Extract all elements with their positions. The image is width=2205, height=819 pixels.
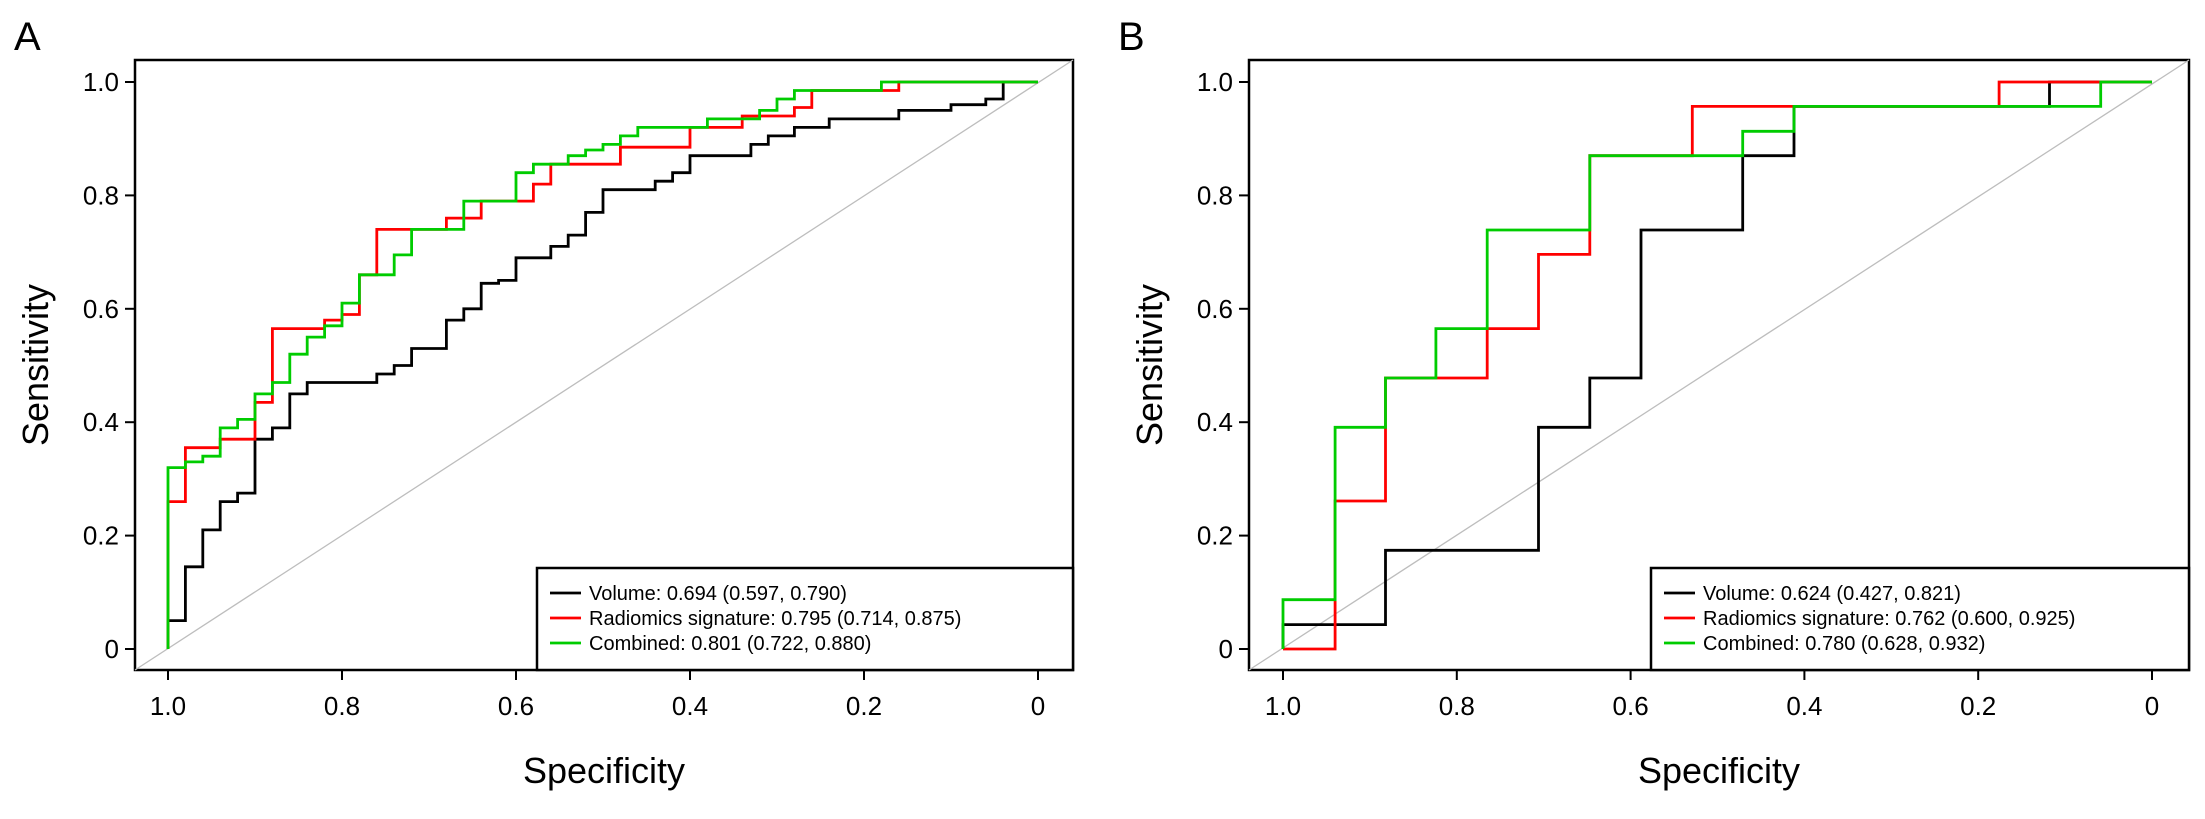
y-tick-label: 0.2 (83, 521, 119, 551)
legend: Volume: 0.694 (0.597, 0.790) Radiomics si… (535, 566, 1075, 672)
panel-label: B (1118, 15, 1145, 59)
y-tick-label: 0.4 (1197, 407, 1233, 437)
reference-diagonal (1248, 59, 2190, 671)
roc-curve (1281, 80, 2152, 649)
y-tick-label: 0.4 (83, 407, 119, 437)
y-tick-label: 0.6 (83, 294, 119, 324)
legend-entry: Radiomics signature: 0.762 (0.600, 0.925… (1703, 608, 2075, 630)
x-tick-label: 0.4 (1786, 691, 1822, 721)
x-tick-label: 0 (1031, 691, 1045, 721)
x-tick-label: 0.2 (1960, 691, 1996, 721)
legend-entry: Combined: 0.801 (0.722, 0.880) (589, 633, 871, 655)
roc-panel-a: A 1.0 0.8 0.6 0.4 0.2 0 0 0.2 0.4 0.6 0.8 1.0 Specifi… (14, 15, 1075, 791)
legend-entry: Volume: 0.624 (0.427, 0.821) (1703, 583, 1961, 605)
legend-box (535, 566, 1075, 672)
legend-box (1649, 566, 2191, 672)
legend-entry: Volume: 0.694 (0.597, 0.790) (589, 583, 847, 605)
y-tick-label: 1.0 (1197, 67, 1233, 97)
y-tick-label: 0.8 (83, 180, 119, 210)
y-axis-title: Sensitivity (1129, 284, 1170, 446)
x-tick-label: 0.8 (1439, 691, 1475, 721)
x-axis-title: Specificity (523, 750, 685, 791)
y-tick-label: 0 (105, 634, 119, 664)
legend-entry: Radiomics signature: 0.795 (0.714, 0.875… (589, 608, 961, 630)
y-axis-title: Sensitivity (15, 284, 56, 446)
roc-panel-b: B 1.0 0.8 0.6 0.4 0.2 0 0 0.2 0.4 0.6 0.8 1.0 Specifi… (1118, 15, 2191, 791)
panel-label: A (14, 15, 41, 59)
x-tick-label: 0.8 (324, 691, 360, 721)
roc-curve (166, 80, 1038, 649)
y-tick-label: 0.8 (1197, 180, 1233, 210)
legend-entry: Combined: 0.780 (0.628, 0.932) (1703, 633, 1985, 655)
roc-curve (166, 80, 1038, 649)
y-tick-label: 0.6 (1197, 294, 1233, 324)
x-tick-label: 1.0 (1265, 691, 1301, 721)
x-tick-label: 0.4 (672, 691, 708, 721)
y-tick-label: 0.2 (1197, 521, 1233, 551)
legend: Volume: 0.624 (0.427, 0.821) Radiomics si… (1649, 566, 2191, 672)
x-tick-label: 1.0 (150, 691, 186, 721)
y-tick-label: 0 (1219, 634, 1233, 664)
x-tick-label: 0.6 (1613, 691, 1649, 721)
x-tick-label: 0.6 (498, 691, 534, 721)
roc-curve (166, 80, 1038, 649)
y-tick-label: 1.0 (83, 67, 119, 97)
reference-diagonal (134, 59, 1074, 671)
x-tick-label: 0 (2145, 691, 2159, 721)
x-axis-title: Specificity (1638, 750, 1800, 791)
x-tick-label: 0.2 (846, 691, 882, 721)
